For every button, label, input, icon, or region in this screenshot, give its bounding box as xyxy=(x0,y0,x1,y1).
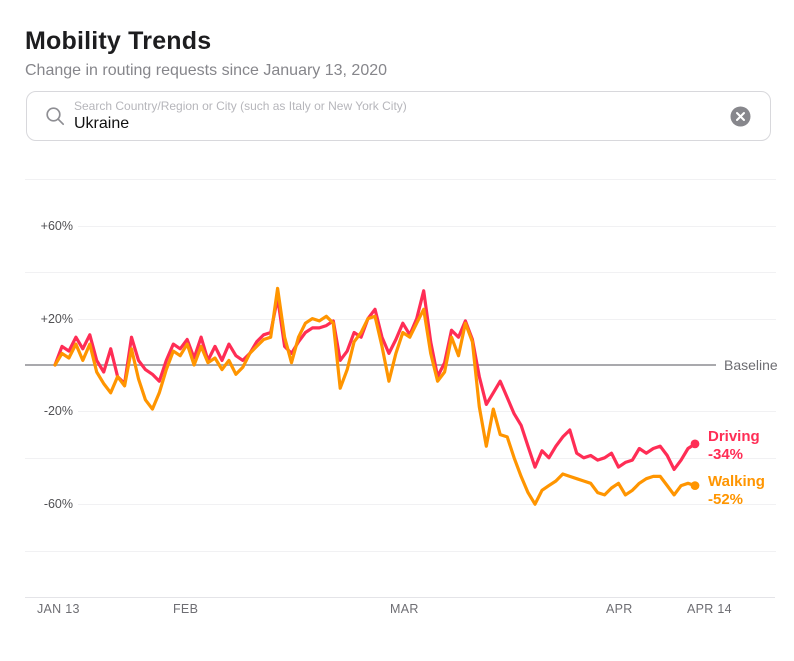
page-title: Mobility Trends xyxy=(25,26,212,55)
search-box[interactable]: Search Country/Region or City (such as I… xyxy=(26,91,771,141)
walking-end-dot xyxy=(690,481,700,491)
driving-series-label: Driving -34% xyxy=(708,428,760,464)
driving-end-dot xyxy=(690,439,700,449)
x-axis-label: FEB xyxy=(173,602,199,616)
x-axis-label: APR xyxy=(606,602,633,616)
gridline xyxy=(25,272,776,274)
gridline xyxy=(25,457,776,459)
baseline-gridline xyxy=(25,364,716,366)
page-subtitle: Change in routing requests since January… xyxy=(25,62,388,79)
driving-line xyxy=(53,289,697,471)
y-axis-label: +20% xyxy=(40,311,73,326)
x-axis-label: JAN 13 xyxy=(37,602,80,616)
search-placeholder: Search Country/Region or City (such as I… xyxy=(74,99,407,113)
walking-value: -52% xyxy=(708,491,744,508)
y-axis-label: -60% xyxy=(43,497,73,512)
baseline-label: Baseline xyxy=(724,357,778,373)
walking-line xyxy=(53,286,697,506)
x-axis-label: APR 14 xyxy=(687,602,732,616)
gridline xyxy=(78,411,776,413)
search-input[interactable]: Ukraine xyxy=(74,115,130,132)
driving-name: Driving xyxy=(708,428,760,445)
gridline xyxy=(78,504,776,506)
gridline xyxy=(25,550,776,552)
gridline xyxy=(78,225,776,227)
walking-series-label: Walking -52% xyxy=(708,473,765,509)
x-axis-label: MAR xyxy=(390,602,419,616)
walking-name: Walking xyxy=(708,473,765,490)
x-axis-line xyxy=(25,597,775,598)
search-icon xyxy=(45,106,66,127)
clear-search-button[interactable] xyxy=(730,106,751,127)
y-axis-label: +60% xyxy=(40,218,73,233)
driving-value: -34% xyxy=(708,446,744,463)
search-field[interactable]: Search Country/Region or City (such as I… xyxy=(74,92,710,140)
close-icon xyxy=(730,106,751,130)
y-axis-label: -20% xyxy=(43,404,73,419)
gridline xyxy=(25,179,776,181)
